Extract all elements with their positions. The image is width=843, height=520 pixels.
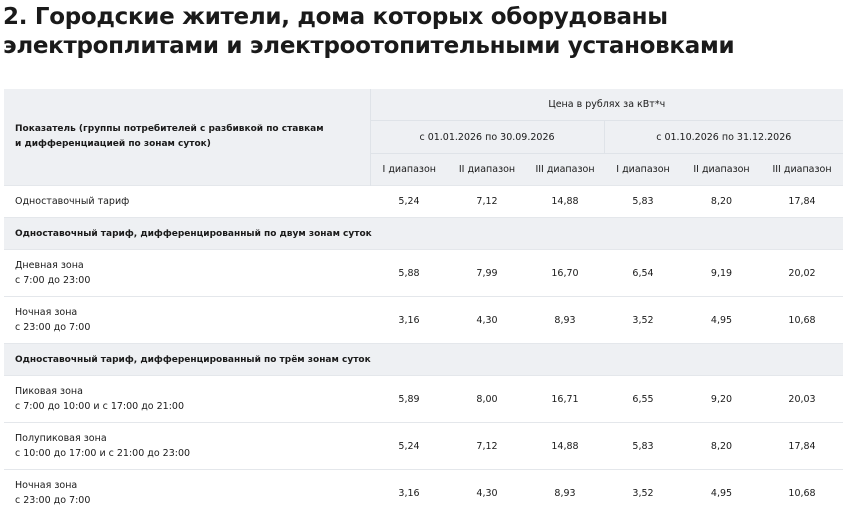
price-cell: 10,68 (761, 469, 843, 516)
range-header: II диапазон (448, 153, 526, 186)
price-cell: 7,12 (448, 185, 526, 218)
price-cell: 8,93 (526, 296, 604, 344)
price-cell: 16,71 (526, 375, 604, 423)
period1-header: с 01.01.2026 по 30.09.2026 (369, 120, 604, 154)
group-row: Одноставочный тариф, дифференцированный … (4, 343, 843, 376)
row-label-line1: Полупиковая зона (15, 433, 107, 444)
range-header: I диапазон (604, 153, 682, 186)
range-header: III диапазон (761, 153, 843, 186)
price-cell: 16,70 (526, 249, 604, 297)
price-cell: 9,20 (682, 375, 761, 423)
price-header: Цена в рублях за кВт*ч (369, 89, 843, 121)
price-cell: 9,19 (682, 249, 761, 297)
row-label-line2: с 7:00 до 10:00 и с 17:00 до 21:00 (15, 401, 185, 412)
price-cell: 7,99 (448, 249, 526, 297)
price-cell: 4,30 (448, 469, 526, 516)
row-label-line1: Ночная зона (15, 307, 78, 318)
table-row: Одноставочный тариф 5,24 7,12 14,88 5,83 8,20… (4, 185, 843, 218)
row-label-line1: Ночная зона (15, 480, 78, 491)
row-label: Дневная зона с 7:00 до 23:00 (4, 249, 370, 297)
page-title: 2. Городские жители, дома которых оборуд… (3, 4, 735, 59)
range-header: II диапазон (682, 153, 761, 186)
param-header-line1: Показатель (группы потребителей с разбив… (15, 124, 324, 134)
price-cell: 8,93 (526, 469, 604, 516)
row-label: Одноставочный тариф (4, 185, 370, 218)
price-cell: 3,52 (604, 469, 682, 516)
price-cell: 3,52 (604, 296, 682, 344)
price-cell: 5,24 (370, 422, 448, 470)
price-cell: 14,88 (526, 185, 604, 218)
price-cell: 4,95 (682, 296, 761, 344)
param-header-line2: и дифференциацией по зонам суток) (15, 139, 211, 149)
param-column-header: Показатель (группы потребителей с разбив… (4, 89, 370, 186)
table-row: Ночная зона с 23:00 до 7:00 3,16 4,30 8,93 3,… (4, 296, 843, 344)
price-cell: 20,03 (761, 375, 843, 423)
price-cell: 3,16 (370, 469, 448, 516)
group-label: Одноставочный тариф, дифференцированный … (4, 343, 843, 376)
group-row: Одноставочный тариф, дифференцированный … (4, 217, 843, 250)
price-cell: 17,84 (761, 185, 843, 218)
price-cell: 20,02 (761, 249, 843, 297)
price-cell: 8,20 (682, 422, 761, 470)
table-row: Пиковая зона с 7:00 до 10:00 и с 17:00 до… (4, 375, 843, 423)
row-label-line2: с 23:00 до 7:00 (15, 495, 91, 506)
price-cell: 6,55 (604, 375, 682, 423)
row-label: Ночная зона с 23:00 до 7:00 (4, 296, 370, 344)
price-cell: 3,16 (370, 296, 448, 344)
table-header: Показатель (группы потребителей с разбив… (4, 89, 843, 186)
price-cell: 17,84 (761, 422, 843, 470)
price-cell: 8,20 (682, 185, 761, 218)
price-cell: 5,83 (604, 185, 682, 218)
table-body: Одноставочный тариф 5,24 7,12 14,88 5,83 8,20… (4, 185, 843, 516)
price-cell: 5,24 (370, 185, 448, 218)
row-label-line2: с 23:00 до 7:00 (15, 322, 91, 333)
row-label-line1: Одноставочный тариф (15, 196, 130, 207)
range-header: I диапазон (369, 153, 448, 186)
group-label: Одноставочный тариф, дифференцированный … (4, 217, 843, 250)
row-label-line1: Дневная зона (15, 260, 84, 271)
table-row: Полупиковая зона с 10:00 до 17:00 и с 21:… (4, 422, 843, 470)
price-cell: 5,88 (370, 249, 448, 297)
price-cell: 5,83 (604, 422, 682, 470)
price-cell: 4,95 (682, 469, 761, 516)
period2-header: с 01.10.2026 по 31.12.2026 (603, 120, 843, 154)
row-label: Полупиковая зона с 10:00 до 17:00 и с 21:… (4, 422, 370, 470)
table-row: Ночная зона с 23:00 до 7:00 3,16 4,30 8,93 3,… (4, 469, 843, 516)
range-header: III диапазон (526, 153, 604, 186)
price-cell: 14,88 (526, 422, 604, 470)
row-label: Ночная зона с 23:00 до 7:00 (4, 469, 370, 516)
price-cell: 8,00 (448, 375, 526, 423)
row-label-line1: Пиковая зона (15, 386, 83, 397)
price-cell: 6,54 (604, 249, 682, 297)
table-row: Дневная зона с 7:00 до 23:00 5,88 7,99 16,70… (4, 249, 843, 297)
row-label-line2: с 10:00 до 17:00 и с 21:00 до 23:00 (15, 448, 191, 459)
tariff-table: Показатель (группы потребителей с разбив… (4, 89, 843, 516)
price-cell: 4,30 (448, 296, 526, 344)
price-cell: 7,12 (448, 422, 526, 470)
row-label: Пиковая зона с 7:00 до 10:00 и с 17:00 до… (4, 375, 370, 423)
ranges-row: I диапазон II диапазон III диапазон I диапа… (4, 153, 843, 186)
price-cell: 10,68 (761, 296, 843, 344)
price-cell: 5,89 (370, 375, 448, 423)
row-label-line2: с 7:00 до 23:00 (15, 275, 91, 286)
